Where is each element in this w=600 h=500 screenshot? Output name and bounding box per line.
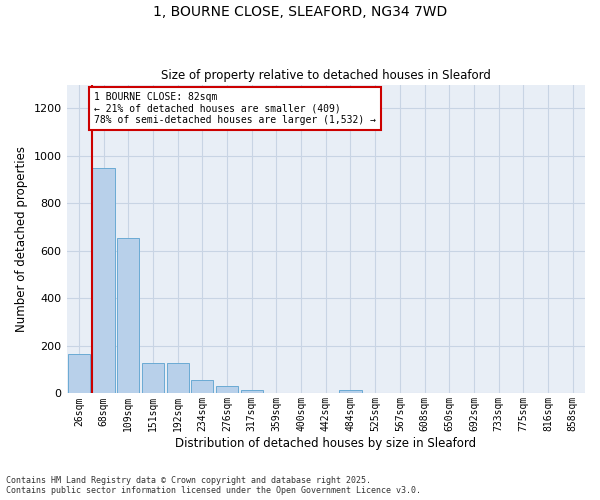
Title: Size of property relative to detached houses in Sleaford: Size of property relative to detached ho…: [161, 69, 491, 82]
Bar: [68, 354, 90, 394]
Bar: [117, 238, 139, 394]
Bar: [216, 386, 238, 394]
Bar: [340, 390, 362, 394]
Text: 1 BOURNE CLOSE: 82sqm
← 21% of detached houses are smaller (409)
78% of semi-det: 1 BOURNE CLOSE: 82sqm ← 21% of detached …: [94, 92, 376, 125]
X-axis label: Distribution of detached houses by size in Sleaford: Distribution of detached houses by size …: [175, 437, 476, 450]
Bar: [167, 362, 189, 394]
Text: 1, BOURNE CLOSE, SLEAFORD, NG34 7WD: 1, BOURNE CLOSE, SLEAFORD, NG34 7WD: [153, 5, 447, 19]
Bar: [92, 168, 115, 394]
Bar: [142, 362, 164, 394]
Bar: [241, 390, 263, 394]
Y-axis label: Number of detached properties: Number of detached properties: [15, 146, 28, 332]
Bar: [191, 380, 214, 394]
Text: Contains HM Land Registry data © Crown copyright and database right 2025.
Contai: Contains HM Land Registry data © Crown c…: [6, 476, 421, 495]
